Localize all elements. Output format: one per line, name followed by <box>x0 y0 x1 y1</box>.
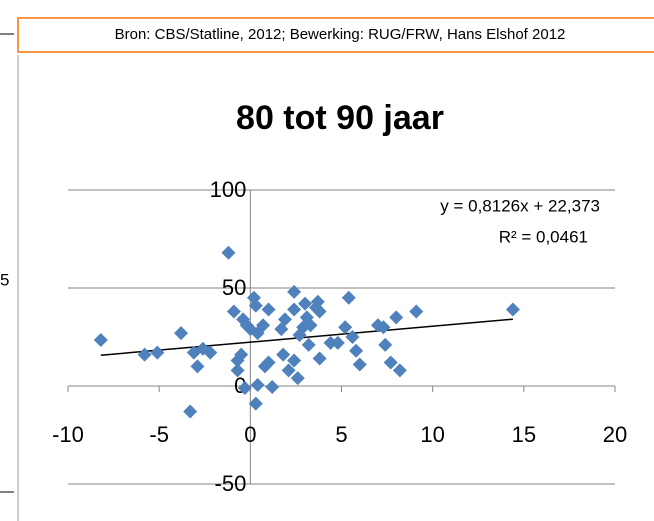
point <box>248 396 263 411</box>
point <box>392 363 407 378</box>
point <box>137 347 152 362</box>
x-tick-label: 0 <box>244 422 256 447</box>
x-tick-label: 10 <box>420 422 444 447</box>
point <box>248 298 263 313</box>
x-tick-label: 5 <box>335 422 347 447</box>
point <box>312 351 327 366</box>
point <box>237 380 252 395</box>
point <box>190 359 205 374</box>
point <box>303 318 318 333</box>
point <box>243 322 258 337</box>
point <box>281 363 296 378</box>
side-text: 5 <box>0 270 9 289</box>
point <box>301 337 316 352</box>
point <box>287 353 302 368</box>
x-tick-label: -10 <box>52 422 84 447</box>
point <box>246 290 261 305</box>
point <box>150 345 165 360</box>
point <box>256 318 271 333</box>
point <box>230 363 245 378</box>
point <box>349 343 364 358</box>
point <box>376 320 391 335</box>
y-tick-label: -50 <box>215 471 247 496</box>
point <box>93 332 108 347</box>
point <box>345 330 360 344</box>
point <box>338 320 353 335</box>
point <box>261 355 276 370</box>
point <box>174 326 189 341</box>
point <box>226 304 241 319</box>
y-tick-label: 100 <box>210 177 247 202</box>
source-text: Bron: CBS/Statline, 2012; Bewerking: RUG… <box>115 26 566 43</box>
point <box>383 355 398 370</box>
point <box>352 357 367 372</box>
point <box>203 345 218 360</box>
point <box>409 304 424 319</box>
point <box>183 404 198 419</box>
point <box>505 302 520 317</box>
point <box>298 296 313 311</box>
point <box>312 304 327 319</box>
point <box>277 312 292 327</box>
chart-title: 80 tot 90 jaar <box>236 99 444 137</box>
x-tick-label: -5 <box>149 422 169 447</box>
point <box>250 378 265 393</box>
y-tick-label: 50 <box>222 275 246 300</box>
point <box>221 245 236 260</box>
source-box <box>17 17 654 53</box>
point <box>389 310 404 325</box>
point <box>287 302 302 317</box>
point <box>265 379 280 394</box>
point <box>378 337 393 352</box>
point <box>323 335 338 350</box>
trendline <box>100 318 513 356</box>
point <box>330 335 345 350</box>
point <box>261 302 276 317</box>
point <box>234 347 249 362</box>
point <box>341 290 356 305</box>
point <box>290 371 305 386</box>
x-tick-label: 20 <box>603 422 627 447</box>
trend-r2: R² = 0,0461 <box>499 227 588 246</box>
point <box>310 294 325 309</box>
x-tick-label: 15 <box>512 422 536 447</box>
point <box>276 347 291 362</box>
point <box>287 284 302 299</box>
trend-equation: y = 0,8126x + 22,373 <box>440 196 600 215</box>
